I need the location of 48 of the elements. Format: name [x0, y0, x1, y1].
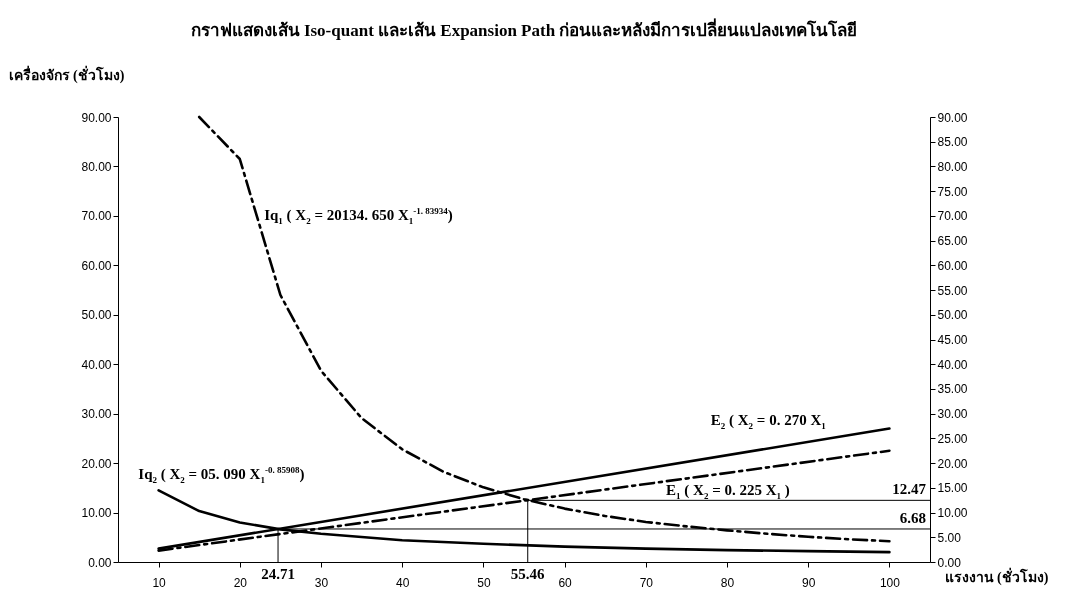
x-tick-label: 20 — [233, 575, 248, 590]
ref-line-label: 55.46 — [510, 566, 546, 582]
y2-tick-label: 65.00 — [937, 234, 968, 249]
x-tick-label: 10 — [152, 575, 167, 590]
x-tick-label: 30 — [314, 575, 329, 590]
y2-tick-label: 25.00 — [937, 431, 968, 446]
y-tick-label: 60.00 — [81, 258, 112, 273]
y-tick-label: 20.00 — [81, 456, 112, 471]
x-tick-label: 40 — [396, 575, 410, 590]
y2-tick-label: 35.00 — [937, 382, 968, 397]
y-tick-label: 80.00 — [81, 159, 112, 174]
y-axis-title: เครื่องจักร (ชั่วโมง) — [8, 64, 125, 84]
y2-tick-label: 85.00 — [937, 135, 968, 150]
y2-tick-label: 80.00 — [937, 159, 968, 174]
y2-tick-label: 55.00 — [937, 283, 968, 298]
y-tick-label: 0.00 — [88, 555, 112, 570]
y2-tick-label: 50.00 — [937, 308, 968, 323]
ref-line-label: 12.47 — [892, 481, 927, 498]
annotation: Iq$_{2}$ ( X$_{2}$ = 05. 090 X$_{1}$$^{-0. 85908}$) — [138, 465, 305, 486]
y2-tick-label: 10.00 — [937, 506, 968, 521]
ref-line-label: 6.68 — [899, 509, 926, 526]
y2-tick-label: 15.00 — [937, 481, 968, 496]
annotation: Iq$_{1}$ ( X$_{2}$ = 20134. 650 X$_{1}$$^{-1. 83934}$) — [264, 205, 453, 226]
y2-tick-label: 90.00 — [937, 110, 968, 125]
y2-tick-label: 60.00 — [937, 258, 968, 273]
y-tick-label: 90.00 — [81, 110, 112, 125]
x-tick-label: 50 — [477, 575, 491, 590]
y-tick-label: 70.00 — [81, 209, 112, 224]
y-tick-label: 10.00 — [81, 506, 112, 521]
x-tick-label: 60 — [558, 575, 573, 590]
y-tick-label: 50.00 — [81, 308, 112, 323]
x-tick-label: 100 — [879, 575, 901, 590]
x-tick-label: 80 — [720, 575, 735, 590]
annotation: E$_{1}$ ( X$_{2}$ = 0. 225 X$_{1}$ ) — [666, 481, 790, 501]
y2-tick-label: 40.00 — [937, 357, 968, 372]
y2-tick-label: 5.00 — [937, 530, 962, 545]
y2-tick-label: 20.00 — [937, 456, 968, 471]
chart-title: กราฟแสดงเส้น Iso-quant และเส้น Expansion Path ก่อนและหลังมีการเปลี่ยนแปลงเทคโนโลยี — [190, 18, 858, 40]
y-tick-label: 40.00 — [81, 357, 112, 372]
x-tick-label: 70 — [639, 575, 654, 590]
ref-line-label: 24.71 — [261, 566, 295, 582]
y2-tick-label: 75.00 — [937, 184, 968, 199]
y-tick-label: 30.00 — [81, 407, 112, 422]
y2-tick-label: 70.00 — [937, 209, 968, 224]
y2-tick-label: 30.00 — [937, 407, 968, 422]
y2-tick-label: 45.00 — [937, 333, 968, 347]
annotation: E$_{2}$ ( X$_{2}$ = 0. 270 X$_{1}$ — [710, 411, 826, 431]
x-tick-label: 90 — [802, 575, 816, 590]
